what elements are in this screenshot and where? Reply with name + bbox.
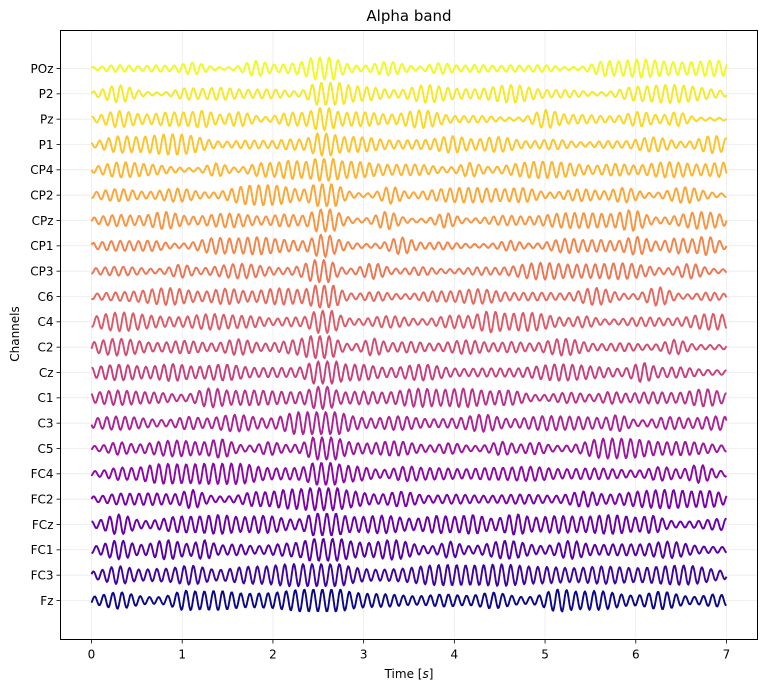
y-tick-label-cp3: CP3 xyxy=(30,264,53,278)
trace-cp1 xyxy=(90,233,728,258)
y-tick-label-c1: C1 xyxy=(37,391,53,405)
x-axis-label-unit: s xyxy=(422,667,428,681)
chart-title: Alpha band xyxy=(366,7,451,25)
x-tick-label: 4 xyxy=(451,648,459,662)
trace-cp3 xyxy=(90,259,728,284)
traces xyxy=(90,56,728,613)
y-axis: POz P2 Pz P1 CP4 CP2 CPz CP1 CP3 C6 C4 C2 Cz C1 C3 C5 FC… xyxy=(30,62,61,608)
y-tick-label-fc3: FC3 xyxy=(31,568,54,582)
trace-fz xyxy=(90,588,727,613)
y-tick-label-c4: C4 xyxy=(37,315,53,329)
trace-cz xyxy=(91,360,727,385)
trace-c5 xyxy=(90,436,727,461)
y-tick-label-cp1: CP1 xyxy=(30,239,53,253)
y-tick-label-c3: C3 xyxy=(37,416,53,430)
y-tick-label-pz: Pz xyxy=(40,112,54,126)
y-tick-label-p2: P2 xyxy=(39,87,54,101)
trace-fc2 xyxy=(90,487,728,512)
y-tick-label-poz: POz xyxy=(31,62,54,76)
x-tick-label: 2 xyxy=(269,648,277,662)
x-axis-label-end: ] xyxy=(429,667,434,681)
y-tick-label-fz: Fz xyxy=(40,594,53,608)
x-tick-label: 6 xyxy=(632,648,640,662)
trace-fc3 xyxy=(90,563,728,588)
y-tick-label-c2: C2 xyxy=(37,340,53,354)
y-tick-label-fc1: FC1 xyxy=(31,543,54,557)
x-tick-label: 0 xyxy=(88,648,96,662)
trace-pz xyxy=(91,107,728,132)
trace-cp4 xyxy=(90,158,728,182)
trace-fc1 xyxy=(91,537,728,562)
x-tick-label: 3 xyxy=(360,648,368,662)
trace-fc4 xyxy=(90,462,728,486)
trace-c6 xyxy=(90,284,728,309)
trace-cp2 xyxy=(91,183,727,207)
y-tick-label-fcz: FCz xyxy=(32,518,54,532)
y-tick-label-cp4: CP4 xyxy=(30,163,53,177)
x-tick-label: 7 xyxy=(723,648,731,662)
trace-c3 xyxy=(90,411,728,436)
x-axis: 0 1 2 3 4 5 6 7 xyxy=(88,639,731,662)
y-tick-label-c6: C6 xyxy=(37,290,53,304)
trace-p1 xyxy=(90,132,728,157)
x-tick-label: 5 xyxy=(541,648,549,662)
y-axis-label: Channels xyxy=(8,306,22,362)
trace-cpz xyxy=(90,208,728,233)
y-tick-label-cp2: CP2 xyxy=(30,188,53,202)
y-tick-label-fc4: FC4 xyxy=(31,467,54,481)
trace-p2 xyxy=(90,82,728,106)
x-axis-label: Time [s] xyxy=(384,667,434,681)
trace-c1 xyxy=(90,385,727,410)
trace-c2 xyxy=(90,335,728,360)
x-axis-label-main: Time [ xyxy=(384,667,423,681)
y-tick-label-cz: Cz xyxy=(39,366,54,380)
trace-poz xyxy=(90,56,728,81)
trace-fcz xyxy=(91,512,728,537)
y-tick-label-p1: P1 xyxy=(39,138,54,152)
x-tick-label: 1 xyxy=(178,648,186,662)
plot-frame xyxy=(60,30,758,640)
y-tick-label-c5: C5 xyxy=(37,442,53,456)
trace-c4 xyxy=(91,309,728,334)
y-tick-label-cpz: CPz xyxy=(32,214,54,228)
y-tick-label-fc2: FC2 xyxy=(31,492,54,506)
